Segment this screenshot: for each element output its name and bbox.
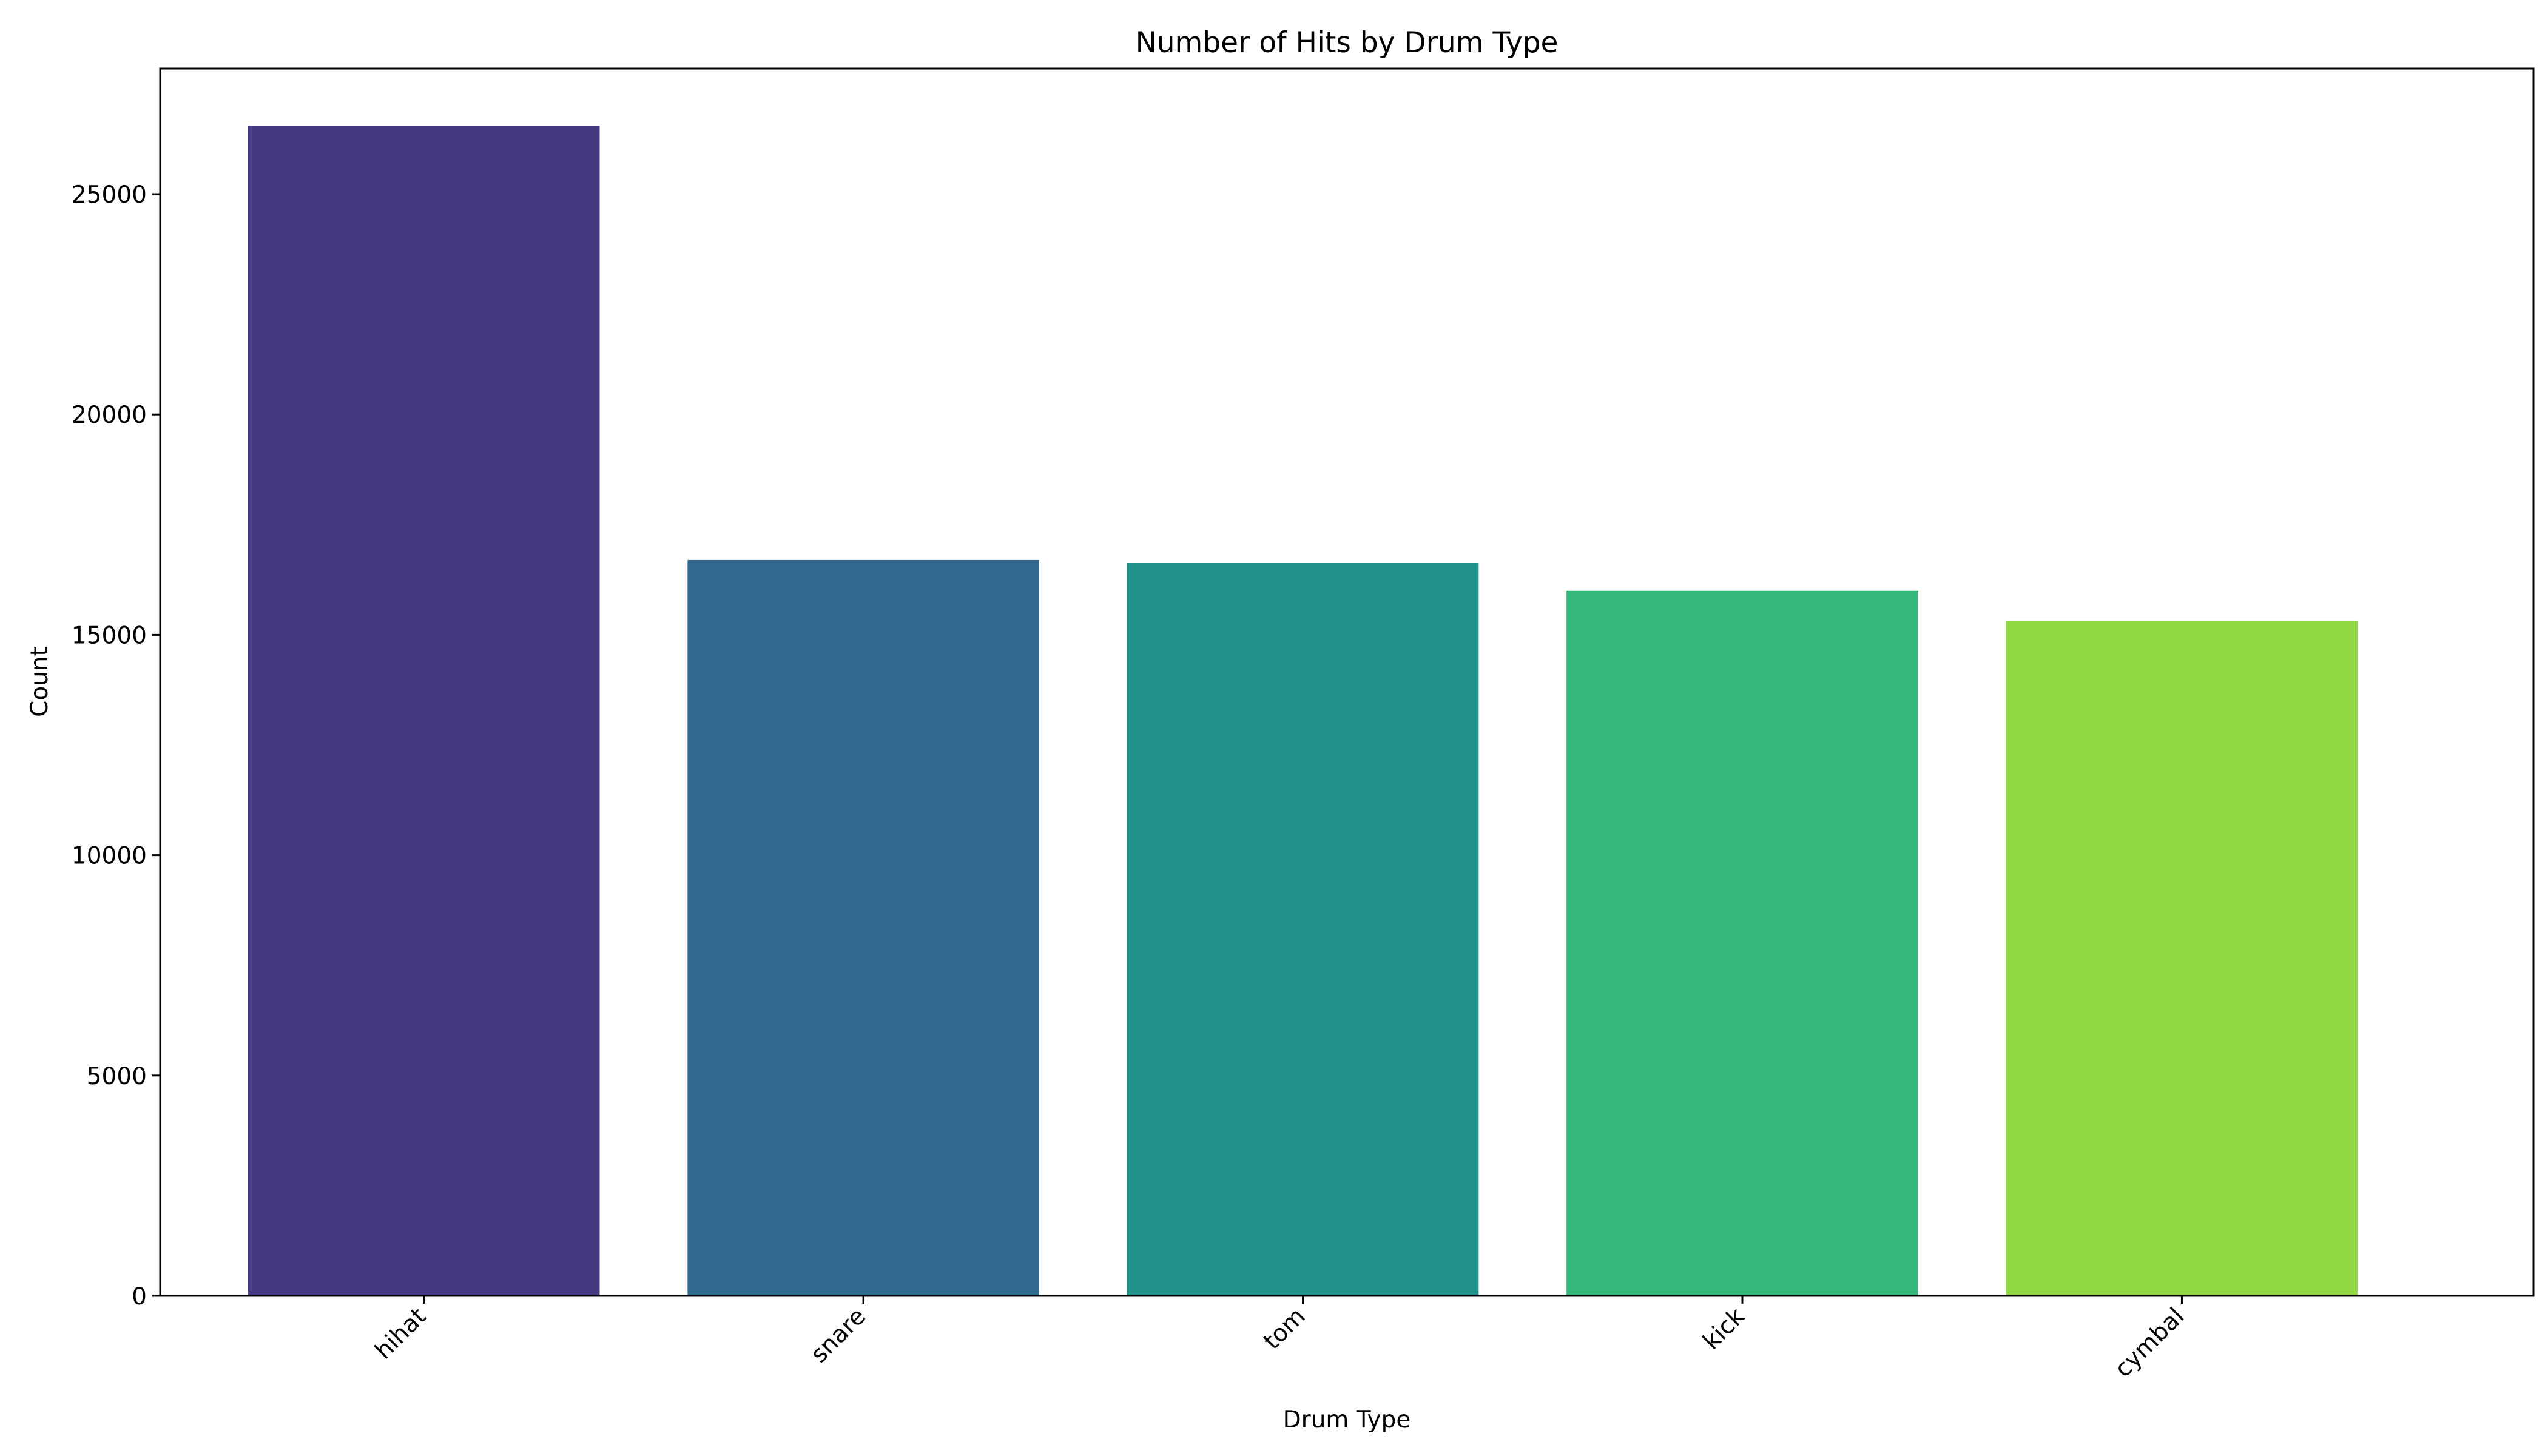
y-axis-label: Count bbox=[26, 647, 53, 717]
y-tick-label: 15000 bbox=[72, 622, 147, 649]
bar-tom bbox=[1127, 563, 1479, 1296]
x-tick-label: kick bbox=[1697, 1303, 1750, 1355]
y-tick-label: 25000 bbox=[72, 181, 147, 209]
chart-title: Number of Hits by Drum Type bbox=[1136, 26, 1559, 59]
y-axis: 0 5000 10000 15000 20000 25000 bbox=[72, 181, 160, 1310]
bar-kick bbox=[1566, 590, 1918, 1296]
y-tick-label: 0 bbox=[132, 1283, 147, 1310]
x-tick-label: cymbal bbox=[2109, 1303, 2189, 1383]
y-tick-label: 20000 bbox=[72, 402, 147, 429]
bars-layer bbox=[248, 126, 2358, 1296]
x-tick-label: hihat bbox=[370, 1303, 432, 1364]
plot-area-frame bbox=[159, 67, 2535, 1297]
x-axis: hihat snare tom kick cymbal bbox=[370, 1296, 2190, 1383]
y-tick-label: 5000 bbox=[87, 1063, 147, 1090]
bar-cymbal bbox=[2006, 621, 2358, 1296]
y-tick-label: 10000 bbox=[72, 843, 147, 870]
x-axis-label: Drum Type bbox=[1283, 1406, 1411, 1434]
x-tick-label: tom bbox=[1258, 1303, 1310, 1355]
x-tick-label: snare bbox=[806, 1303, 871, 1368]
bar-hihat bbox=[248, 126, 600, 1296]
bar-snare bbox=[687, 559, 1039, 1296]
